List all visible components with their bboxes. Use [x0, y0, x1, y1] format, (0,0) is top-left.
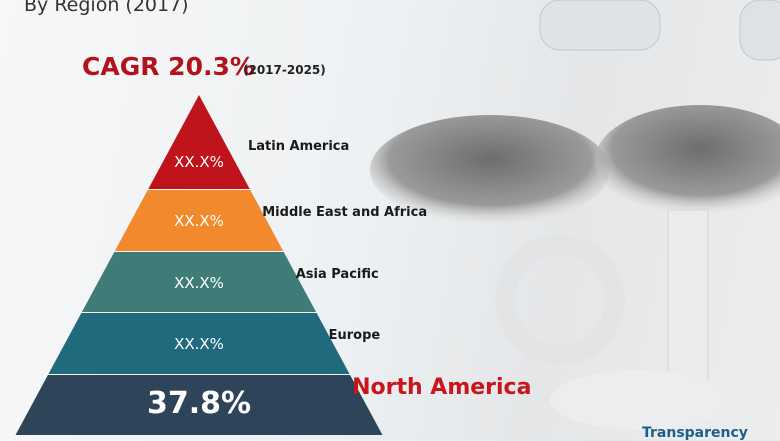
brand-logo: Transparency — [642, 425, 748, 441]
pyramid-level-asia-pacific — [81, 252, 317, 312]
glass-jar-2 — [739, 0, 780, 61]
region-label: North America — [352, 375, 532, 400]
pyramid-level-latin-america — [148, 95, 250, 189]
level-value-label: XX.X% — [174, 274, 224, 292]
chart-subtitle: By Region (2017) — [24, 0, 189, 16]
powder-pile-right — [595, 105, 780, 215]
level-value-label: XX.X% — [174, 153, 224, 171]
pyramid-level-middle-east-and-africa — [114, 190, 284, 251]
cagr-value: CAGR 20.3% — [82, 52, 255, 81]
printed-gear — [495, 235, 625, 365]
region-label: Latin America — [248, 139, 350, 154]
cagr-period: (2017-2025) — [243, 63, 326, 77]
printed-part — [550, 370, 730, 430]
level-value-label: XX.X% — [174, 212, 224, 230]
region-label: Middle East and Africa — [262, 205, 428, 220]
powder-pile-left — [370, 115, 610, 225]
glass-jar — [539, 0, 661, 51]
pyramid-level-north-america — [15, 375, 383, 435]
level-value-label: XX.X% — [174, 335, 224, 353]
pyramid-level-europe — [48, 313, 350, 374]
region-label: Asia Pacific — [295, 267, 379, 282]
region-label: Europe — [328, 328, 381, 343]
level-value-label: 37.8% — [147, 386, 251, 421]
